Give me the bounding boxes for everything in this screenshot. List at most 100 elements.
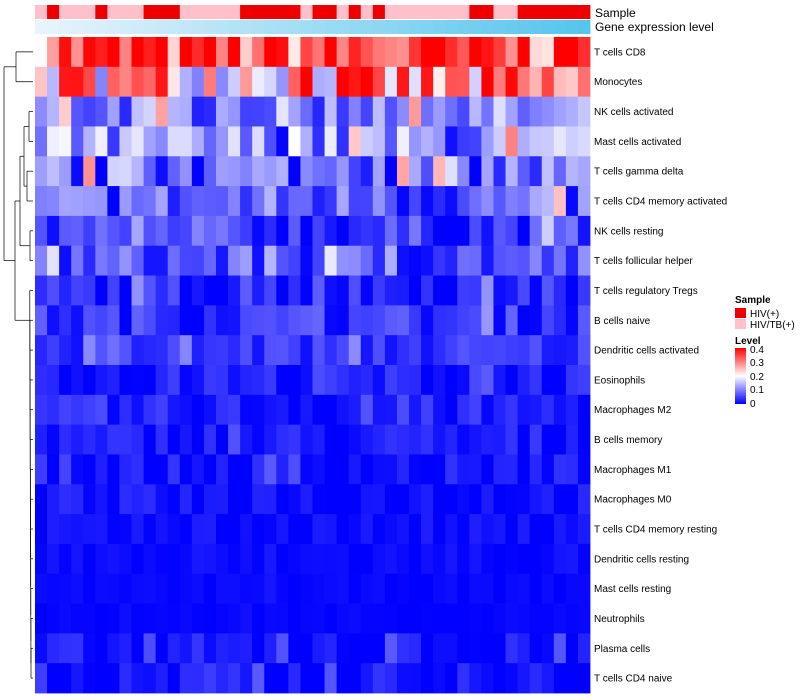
heatmap-cell — [553, 484, 567, 515]
heatmap-cell — [324, 186, 338, 217]
heatmap-cell — [348, 186, 362, 217]
gene-expression-cell — [348, 20, 362, 34]
heatmap-cell — [469, 37, 482, 68]
heatmap-cell — [541, 394, 555, 426]
heatmap-cell — [493, 514, 506, 545]
heatmap-cell — [179, 186, 193, 217]
heatmap-cell — [107, 305, 120, 336]
heatmap-cell — [95, 514, 108, 545]
heatmap-cells — [35, 37, 591, 694]
heatmap-cell — [517, 603, 531, 634]
heatmap-cell — [215, 156, 229, 187]
heatmap-cell — [384, 335, 398, 366]
heatmap-cell — [505, 633, 519, 664]
heatmap-cell — [409, 633, 422, 664]
heatmap-cell — [71, 633, 84, 664]
heatmap-cell — [348, 126, 362, 157]
heatmap-cell — [336, 603, 350, 634]
gene-expression-cell — [336, 20, 350, 34]
heatmap-cell — [541, 156, 555, 187]
heatmap-cell — [107, 543, 120, 575]
sample-cell — [517, 5, 531, 19]
heatmap-cell — [409, 66, 422, 98]
heatmap-cell — [215, 96, 229, 127]
heatmap-cell — [529, 573, 543, 604]
sample-cell — [167, 5, 181, 19]
heatmap-cell — [481, 543, 494, 575]
heatmap-cell — [481, 66, 494, 98]
heatmap-cell — [143, 454, 157, 485]
heatmap-cell — [493, 424, 506, 455]
sample-cell — [179, 5, 193, 19]
heatmap-cell — [300, 96, 313, 127]
gene-expression-cell — [83, 20, 96, 34]
heatmap-cell — [215, 186, 229, 217]
heatmap-cell — [191, 156, 205, 187]
heatmap-cell — [143, 37, 157, 68]
heatmap-cell — [155, 37, 169, 68]
heatmap-cell — [433, 156, 446, 187]
heatmap-cell — [565, 484, 579, 515]
heatmap-cell — [396, 126, 410, 157]
heatmap-cell — [35, 633, 48, 664]
heatmap-cell — [336, 424, 350, 455]
heatmap-cell — [348, 603, 362, 634]
heatmap-cell — [131, 365, 144, 396]
sample-cell — [155, 5, 169, 19]
heatmap-cell — [203, 663, 217, 694]
heatmap-cell — [288, 66, 301, 98]
heatmap-cell — [119, 663, 132, 694]
legend-level-title: Level — [735, 336, 761, 347]
heatmap-cell — [372, 514, 386, 545]
heatmap-cell — [433, 37, 446, 68]
sample-cell — [191, 5, 205, 19]
heatmap-cell — [541, 96, 555, 127]
heatmap-cell — [59, 424, 72, 455]
heatmap-cell — [553, 275, 567, 306]
heatmap-cell — [481, 394, 494, 426]
heatmap-cell — [312, 275, 325, 306]
heatmap-cell — [95, 37, 108, 68]
heatmap-cell — [47, 126, 60, 157]
gene-expression-cell — [457, 20, 470, 34]
heatmap-cell — [457, 424, 470, 455]
heatmap-cell — [215, 245, 229, 276]
gene-expression-cell — [445, 20, 458, 34]
heatmap-cell — [505, 186, 519, 217]
heatmap-cell — [35, 275, 48, 306]
heatmap-cell — [59, 275, 72, 306]
heatmap-cell — [47, 514, 60, 545]
heatmap-cell — [71, 603, 84, 634]
heatmap-cell — [445, 37, 458, 68]
sample-cell — [119, 5, 132, 19]
row-label: Dendritic cells resting — [594, 554, 689, 565]
row-label: T cells gamma delta — [594, 167, 684, 178]
heatmap-cell — [529, 126, 543, 157]
heatmap-cell — [155, 66, 169, 98]
heatmap-cell — [421, 424, 434, 455]
heatmap-cell — [119, 514, 132, 545]
gene-expression-cell — [421, 20, 434, 34]
heatmap-cell — [131, 424, 144, 455]
heatmap-cell — [517, 275, 531, 306]
heatmap-cell — [252, 633, 265, 664]
heatmap-cell — [35, 245, 48, 276]
heatmap-cell — [553, 663, 567, 694]
heatmap-cell — [95, 424, 108, 455]
heatmap-cell — [276, 603, 289, 634]
heatmap-cell — [396, 37, 410, 68]
heatmap-cell — [143, 186, 157, 217]
heatmap-cell — [541, 543, 555, 575]
row-label: Neutrophils — [594, 614, 645, 625]
heatmap-cell — [191, 245, 205, 276]
heatmap-cell — [179, 573, 193, 604]
heatmap-cell — [264, 543, 277, 575]
sample-cell — [505, 5, 519, 19]
heatmap-cell — [83, 245, 96, 276]
heatmap-cell — [493, 335, 506, 366]
heatmap-cell — [59, 126, 72, 157]
heatmap-cell — [83, 37, 96, 68]
heatmap-cell — [372, 126, 386, 157]
heatmap-cell — [396, 424, 410, 455]
heatmap-cell — [312, 305, 325, 336]
